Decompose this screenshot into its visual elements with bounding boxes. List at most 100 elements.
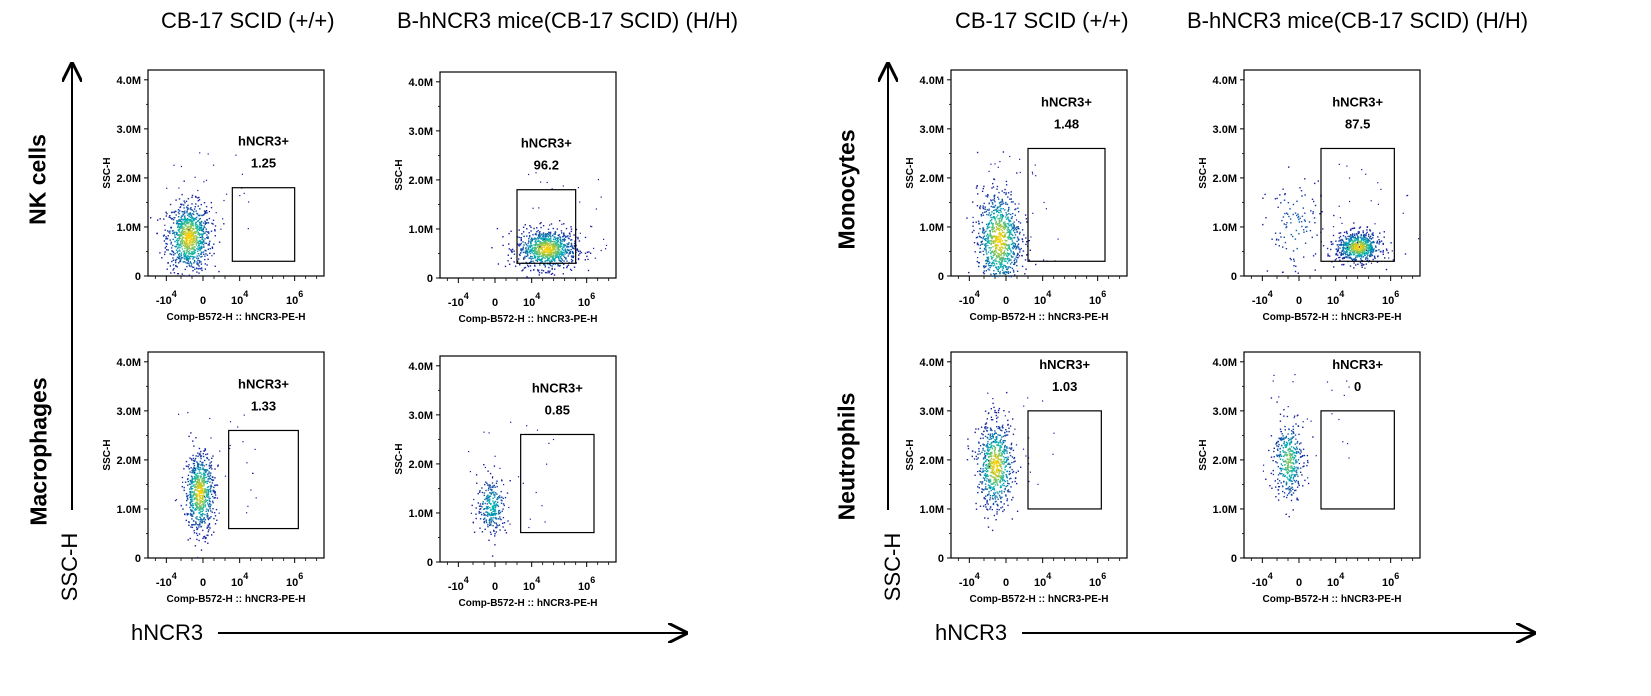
data-point <box>1358 232 1360 235</box>
data-point <box>200 263 203 265</box>
data-point <box>206 480 208 482</box>
data-point <box>200 508 203 510</box>
data-point <box>984 208 986 210</box>
x-tick-label: 106 <box>578 575 595 593</box>
data-point <box>202 477 205 479</box>
data-point <box>550 243 552 245</box>
data-point <box>995 260 998 263</box>
data-point <box>503 522 506 524</box>
data-point <box>559 220 561 222</box>
data-point <box>1361 238 1363 240</box>
data-point <box>988 208 990 210</box>
x-tick-label: 104 <box>231 289 248 307</box>
data-point <box>201 521 203 524</box>
data-point <box>491 489 493 492</box>
data-point <box>1007 254 1010 256</box>
data-point <box>194 224 197 226</box>
data-point <box>1017 226 1019 228</box>
data-point <box>189 493 191 496</box>
data-point <box>538 269 540 272</box>
data-point <box>215 508 218 511</box>
data-point <box>1342 235 1345 237</box>
data-point <box>553 244 555 246</box>
data-point <box>998 198 1000 200</box>
data-point <box>210 516 212 518</box>
data-point <box>490 492 492 494</box>
outlier-point <box>1338 163 1340 165</box>
data-point <box>538 245 540 248</box>
data-point <box>530 241 532 244</box>
data-point <box>191 236 193 238</box>
data-point <box>178 223 180 225</box>
data-point <box>1342 249 1344 251</box>
data-point <box>539 241 542 243</box>
data-point <box>987 256 990 258</box>
data-point <box>991 227 993 229</box>
data-point <box>1001 213 1003 216</box>
data-point <box>978 470 981 472</box>
data-point <box>559 257 562 259</box>
data-point <box>1369 255 1371 257</box>
plot-frame <box>439 355 617 563</box>
data-point <box>1297 213 1299 215</box>
data-point <box>1002 260 1004 262</box>
data-point <box>196 476 199 478</box>
data-point <box>210 504 212 506</box>
data-point <box>560 260 562 263</box>
data-point <box>547 258 549 261</box>
data-point <box>192 256 194 258</box>
data-point <box>554 245 556 247</box>
data-point <box>566 260 568 262</box>
data-point <box>542 225 545 227</box>
data-point <box>563 255 565 257</box>
data-point <box>202 233 204 235</box>
data-point <box>183 226 185 228</box>
data-point <box>478 510 480 513</box>
data-point <box>1002 201 1004 203</box>
data-point <box>1014 214 1016 216</box>
data-point <box>205 463 208 466</box>
data-point <box>1289 257 1291 260</box>
data-point <box>204 480 206 483</box>
data-point <box>1367 247 1369 249</box>
data-point <box>1339 247 1341 249</box>
data-point <box>1345 247 1347 250</box>
data-point <box>185 228 187 230</box>
data-point <box>195 489 197 492</box>
data-point <box>200 525 203 528</box>
data-point <box>182 233 185 235</box>
data-point <box>1371 233 1373 235</box>
data-point <box>1001 425 1003 428</box>
data-point <box>205 250 207 252</box>
data-point <box>975 221 977 223</box>
data-point <box>190 217 193 219</box>
data-point <box>526 250 528 253</box>
data-point <box>497 263 500 265</box>
data-point <box>564 239 566 241</box>
x-axis-label: Comp-B572-H :: hNCR3-PE-H <box>970 594 1109 605</box>
data-point <box>986 253 988 255</box>
data-point <box>982 212 984 214</box>
data-point <box>984 467 987 469</box>
data-point <box>218 241 221 243</box>
data-point <box>560 253 562 255</box>
data-point <box>1362 230 1364 232</box>
data-point <box>992 251 994 253</box>
data-point <box>500 518 502 521</box>
data-point <box>209 248 211 250</box>
data-point <box>1376 242 1378 244</box>
data-point <box>157 219 159 221</box>
data-point <box>488 522 491 524</box>
data-point <box>995 251 997 253</box>
data-point <box>542 242 544 244</box>
data-point <box>547 253 549 256</box>
data-point <box>549 255 551 258</box>
data-point <box>205 205 208 208</box>
data-point <box>500 490 502 493</box>
data-point <box>1363 238 1365 241</box>
data-point <box>187 229 189 232</box>
data-point <box>188 236 190 239</box>
data-point <box>1361 247 1363 249</box>
outlier-point <box>1391 250 1393 252</box>
data-point <box>179 250 181 252</box>
